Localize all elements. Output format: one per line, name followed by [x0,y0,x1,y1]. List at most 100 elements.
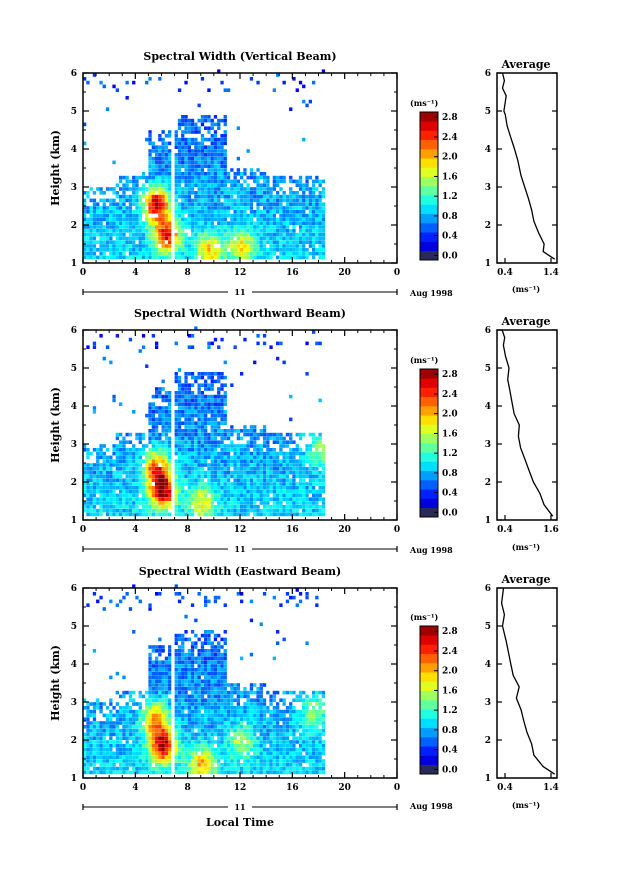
heatmap-cell [177,183,182,187]
heatmap-cell [213,417,218,422]
heatmap-cell [308,198,312,203]
heatmap-cell [102,497,106,501]
heatmap-cell [285,213,290,218]
heatmap-cell [86,508,90,513]
colorbar-segment [420,241,438,252]
heatmap-cell [138,194,142,199]
heatmap-cell [105,198,110,203]
heatmap-cell [217,732,221,737]
heatmap-cell [132,236,136,241]
heatmap-cell [266,489,270,494]
heatmap-cell [132,698,136,702]
heatmap-cell [305,179,309,184]
heatmap-cell [112,202,116,206]
heatmap-cell [190,255,195,260]
heatmap-cell [200,683,205,687]
heatmap-cell [200,432,205,437]
heatmap-cell [168,436,172,441]
heatmap-cell [213,717,218,721]
heatmap-cell [105,225,110,229]
heatmap-cell [184,505,188,509]
heatmap-cell [89,229,93,233]
heatmap-cell [220,221,224,225]
heatmap-cell [285,467,290,471]
heatmap-cell [302,137,306,142]
avg-x-tick-label: 0.4 [497,525,513,535]
heatmap-cell [204,732,208,737]
heatmap-cell [145,709,149,714]
heatmap-cell [109,725,113,729]
heatmap-cell [194,126,198,130]
heatmap-cell [236,255,240,260]
heatmap-cell [318,459,322,463]
heatmap-cell [204,187,208,191]
heatmap-cell [207,187,211,191]
heatmap-cell [115,225,119,229]
heatmap-cell [200,652,205,657]
heatmap-cell [213,751,218,756]
heatmap-cell [164,732,169,737]
heatmap-cell [259,198,263,203]
heatmap-cell [269,459,273,463]
heatmap-cell [276,497,280,501]
heatmap-cell [122,759,126,763]
heatmap-cell [190,229,195,233]
heatmap-cell [161,459,165,463]
heatmap-cell [151,448,155,452]
heatmap-cell [168,706,172,710]
heatmap-cell [141,202,146,206]
heatmap-cell [138,744,142,748]
heatmap-cell [266,508,270,513]
heatmap-cell [138,721,142,725]
heatmap-cell [292,508,296,513]
heatmap-cell [295,482,299,486]
heatmap-cell [145,489,149,494]
heatmap-cell [298,236,303,241]
heatmap-cell [125,213,129,218]
heatmap-cell [279,451,283,456]
heatmap-cell [298,482,303,486]
heatmap-cell [128,232,133,237]
heatmap-cell [213,168,218,172]
heatmap-cell [158,717,162,721]
heatmap-cell [210,690,214,695]
heatmap-cell [194,751,198,756]
heatmap-cell [197,732,201,737]
heatmap-cell [128,248,133,252]
heatmap-cell [187,440,191,444]
heatmap-cell [132,747,136,752]
heatmap-cell [83,448,87,452]
heatmap-cell [295,236,299,241]
heatmap-cell [230,232,234,237]
heatmap-cell [197,187,201,191]
heatmap-cell [194,645,198,649]
heatmap-cell [164,512,169,517]
heatmap-cell [184,402,188,406]
colorbar-segment [420,489,438,499]
heatmap-cell [174,508,178,513]
heatmap-cell [86,732,90,737]
heatmap-cell [158,391,162,395]
heatmap-cell [194,618,198,623]
heatmap-cell [161,141,165,146]
heatmap-cell [207,206,211,210]
heatmap-cell [249,459,254,463]
heatmap-cell [168,478,172,482]
heatmap-cell [298,497,303,501]
panel-2-title: Spectral Width (Northward Beam) [134,307,346,320]
heatmap-cell [148,694,152,699]
heatmap-cell [184,221,188,225]
heatmap-cell [184,198,188,203]
heatmap-cell [266,213,270,218]
heatmap-cell [102,713,106,718]
heatmap-cell [272,232,276,237]
heatmap-cell [174,641,178,645]
heatmap-cell [92,740,97,744]
heatmap-cell [226,221,231,225]
heatmap-cell [213,379,218,384]
heatmap-cell [207,164,211,168]
heatmap-cell [141,436,146,441]
heatmap-cell [259,172,263,176]
heatmap-cell [321,455,326,460]
heatmap-cell [194,375,198,380]
